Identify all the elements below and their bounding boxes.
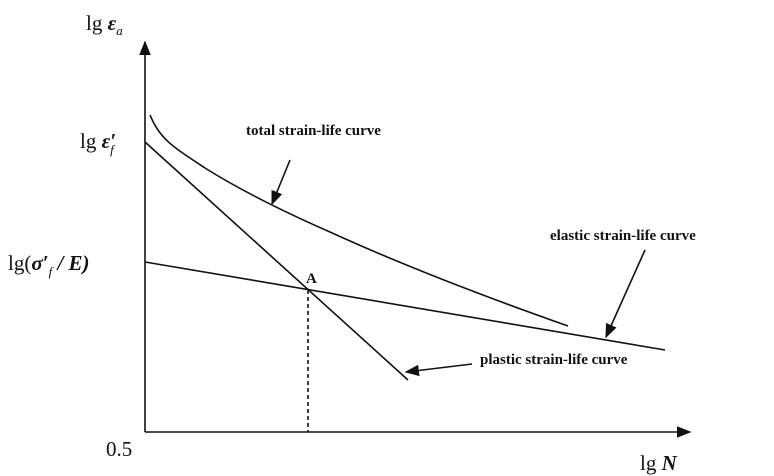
plastic-label: plastic strain-life curve xyxy=(480,352,628,368)
y-mark-upper: lg ε′f xyxy=(80,129,116,157)
pointer xyxy=(404,363,473,377)
y-axis-label: lg εa xyxy=(86,11,123,38)
y-mark-lower: lg(σ′f / E) xyxy=(8,251,90,279)
total-label: total strain-life curve xyxy=(246,123,381,139)
point-label: A xyxy=(306,271,317,287)
pointer xyxy=(605,249,646,339)
plastic-line xyxy=(144,141,409,381)
pointer xyxy=(271,159,291,206)
origin-label: 0.5 xyxy=(106,437,132,461)
total-curve xyxy=(149,114,569,327)
elastic-line xyxy=(144,261,666,351)
x-axis-label: lg N xyxy=(640,451,678,475)
elastic-label: elastic strain-life curve xyxy=(550,228,696,244)
